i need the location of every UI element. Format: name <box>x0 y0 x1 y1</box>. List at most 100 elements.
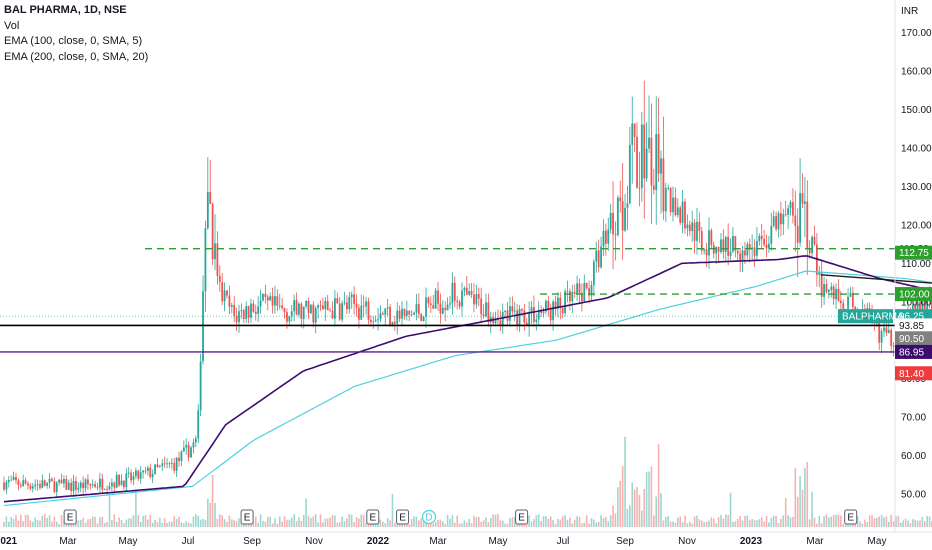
candle-body <box>919 301 921 314</box>
x-tick-label: Nov <box>678 536 696 547</box>
volume-bar <box>811 491 813 527</box>
candle-body <box>777 213 780 230</box>
candle-body <box>602 230 605 247</box>
volume-bar <box>895 516 897 527</box>
candle-body <box>473 294 475 305</box>
candle-body <box>398 310 401 319</box>
candle-body <box>487 302 490 323</box>
volume-bar <box>619 480 622 527</box>
volume-bar <box>487 522 490 527</box>
candle-body <box>609 212 612 230</box>
event-marker-e[interactable]: E <box>63 509 77 525</box>
volume-bar <box>770 517 773 527</box>
candle-body <box>180 451 183 462</box>
volume-bar <box>621 466 624 527</box>
volume-bar <box>278 516 281 527</box>
candle-body <box>300 303 303 319</box>
volume-bar <box>219 514 221 527</box>
volume-bar <box>15 514 17 527</box>
volume-bar <box>794 468 797 527</box>
candle-body <box>226 290 228 296</box>
candle-body <box>837 288 840 301</box>
candle-body <box>664 187 667 212</box>
candle-body <box>43 480 46 486</box>
event-marker-e[interactable]: E <box>844 509 858 525</box>
volume-bar <box>897 515 900 527</box>
event-marker-e[interactable]: E <box>240 509 254 525</box>
volume-bar <box>137 515 140 527</box>
badge-value: 81.40 <box>899 369 924 380</box>
badge-90-50[interactable]: 90.50 <box>895 331 932 346</box>
event-marker-e[interactable]: E <box>366 509 380 525</box>
candle-body <box>122 480 125 488</box>
volume-bar <box>681 522 684 527</box>
candle-body <box>578 283 581 293</box>
candle-body <box>166 463 168 465</box>
symbol-tag[interactable]: BALPHARMA <box>838 309 904 324</box>
volume-bar <box>36 520 39 527</box>
volume-bar <box>343 521 346 527</box>
volume-bar <box>470 523 473 527</box>
dividend-icon <box>421 509 437 525</box>
candle-body <box>775 216 778 230</box>
volume-bar <box>631 482 634 527</box>
candle-body <box>75 480 77 490</box>
volume-bar <box>796 496 799 527</box>
badge-value: 86.95 <box>899 347 924 358</box>
volume-bar <box>113 514 116 527</box>
volume-bar <box>530 521 533 527</box>
candle-body <box>288 316 291 322</box>
volume-bar <box>250 523 252 527</box>
candle-body <box>326 301 329 311</box>
candle-body <box>684 201 686 229</box>
candle-body <box>353 294 355 304</box>
candle-body <box>19 485 22 487</box>
candle-body <box>334 298 336 319</box>
candle-body <box>266 296 269 301</box>
badge-112-75[interactable]: 112.75 <box>895 245 932 260</box>
badge-81-40[interactable]: 81.40 <box>895 366 932 381</box>
candle-body <box>729 251 732 256</box>
candle-body <box>223 290 226 302</box>
event-marker-d[interactable]: D <box>421 509 437 525</box>
candle-body <box>521 308 523 311</box>
volume-bar <box>679 516 681 527</box>
candles <box>3 80 932 498</box>
candle-body <box>290 311 293 317</box>
volume-bar <box>22 521 24 527</box>
volume-bar <box>108 494 111 527</box>
volume-bar <box>710 517 713 527</box>
candle-body <box>204 228 207 292</box>
volume-bar <box>163 518 166 527</box>
badge-93-85[interactable]: 93.85 <box>895 318 932 333</box>
candle-body <box>878 322 881 343</box>
volume-bar <box>645 472 648 527</box>
candle-body <box>780 213 782 225</box>
volume-bar <box>497 514 499 527</box>
candle-body <box>765 244 768 249</box>
candle-body <box>271 296 274 306</box>
x-tick-label: Sep <box>616 536 634 547</box>
volume-bar <box>758 519 761 527</box>
event-marker-e[interactable]: E <box>396 509 410 525</box>
event-marker-e[interactable]: E <box>515 509 529 525</box>
y-tick-label: 50.00 <box>901 490 926 501</box>
candle-body <box>413 312 415 315</box>
volume-bar <box>418 520 420 527</box>
badge-102-00[interactable]: 102.00 <box>895 287 932 302</box>
volume-bar <box>588 523 590 527</box>
candle-body <box>367 301 370 320</box>
candle-body <box>173 462 176 471</box>
volume-bar <box>442 521 444 527</box>
candle-body <box>705 249 708 256</box>
volume-bar <box>334 515 336 527</box>
volume-bar <box>914 519 916 527</box>
volume-bar <box>549 516 552 527</box>
badge-bg <box>895 318 932 333</box>
volume-bar <box>907 520 909 527</box>
badge-86-95[interactable]: 86.95 <box>895 344 932 359</box>
candle-body <box>276 296 279 306</box>
y-tick-label: 170.00 <box>901 28 932 39</box>
